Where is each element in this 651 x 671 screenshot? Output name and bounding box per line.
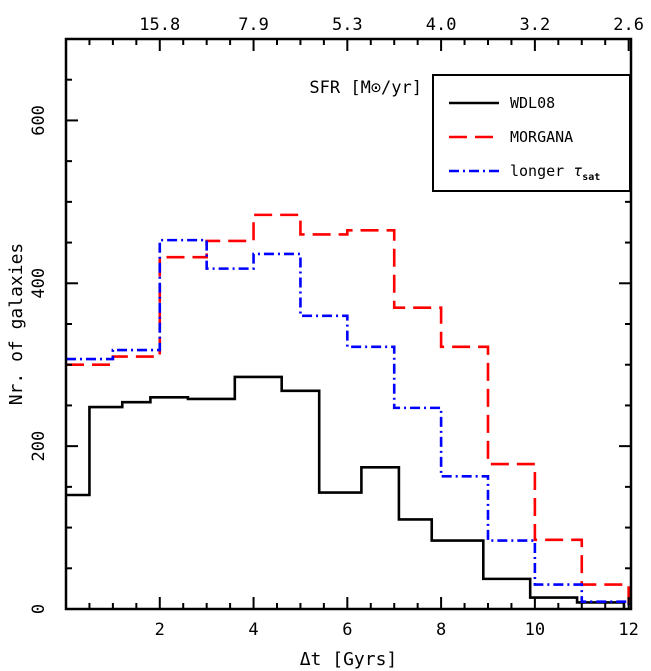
x-tick-label: 4 — [248, 620, 258, 640]
top-tick-label: 15.8 — [139, 15, 180, 35]
series-line-2 — [66, 238, 630, 609]
y-axis-title: Nr. of galaxies — [6, 243, 27, 406]
top-tick-label: 4.0 — [426, 15, 457, 35]
x-tick-label: 10 — [525, 620, 545, 640]
ticks-layer: 2 4 6 8 10 12 15.8 7.9 5.3 4.0 3.2 2.6 0 200 400 600 — [29, 15, 644, 640]
legend-label-2: longer τsat — [510, 162, 600, 183]
legend: WDL08 MORGANA longer τsat — [432, 74, 631, 192]
series-line-1 — [66, 213, 630, 609]
y-tick-label: 200 — [29, 431, 49, 462]
y-tick-label: 400 — [29, 268, 49, 299]
legend-box — [432, 74, 631, 192]
x-tick-label: 2 — [155, 620, 165, 640]
series-0 — [66, 375, 626, 609]
top-tick-label: 3.2 — [520, 15, 551, 35]
x-tick-label: 12 — [618, 620, 638, 640]
top-tick-label: 2.6 — [613, 15, 644, 35]
legend-label-1: MORGANA — [510, 128, 573, 146]
x-axis-title: Δt [Gyrs] — [300, 649, 398, 670]
y-tick-label: 600 — [29, 105, 49, 136]
y-tick-label: 0 — [29, 604, 49, 614]
x-tick-label: 8 — [436, 620, 446, 640]
plot-layer — [66, 213, 630, 609]
legend-label-0: WDL08 — [510, 94, 555, 112]
x-tick-label: 6 — [342, 620, 352, 640]
top-axis-label: SFR [M⊙/yr] — [309, 78, 422, 98]
series-line-0 — [66, 375, 626, 609]
series-2 — [66, 238, 630, 609]
top-tick-label: 7.9 — [238, 15, 269, 35]
top-tick-label: 5.3 — [332, 15, 363, 35]
series-1 — [66, 213, 630, 609]
